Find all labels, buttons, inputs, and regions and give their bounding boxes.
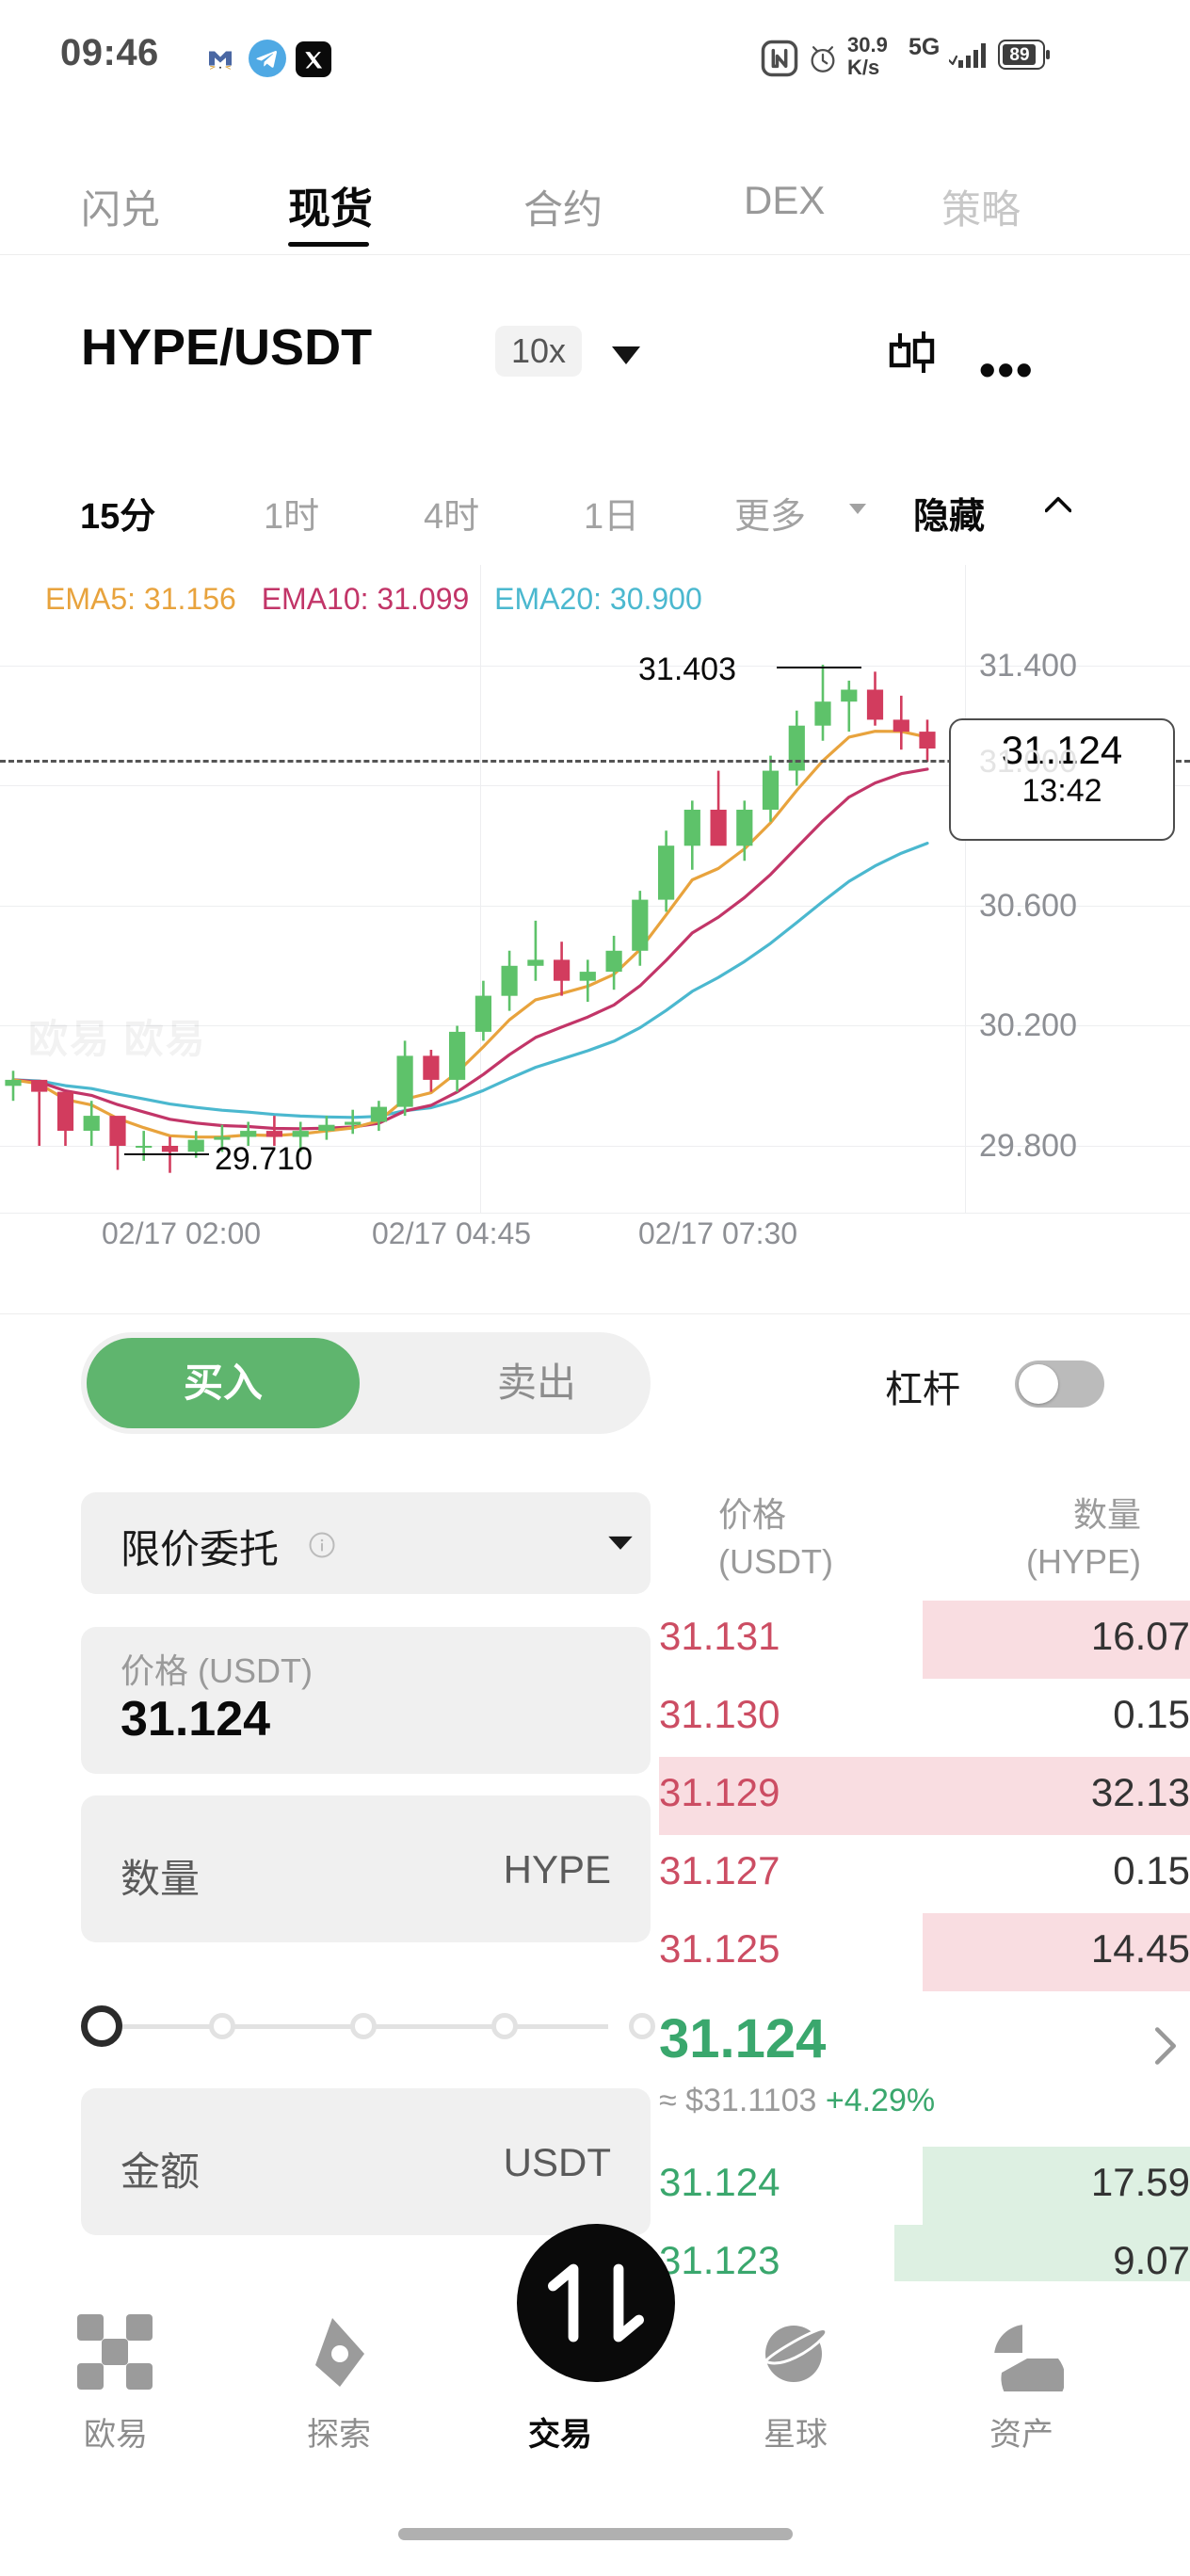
svg-text:89: 89 <box>1009 45 1029 65</box>
